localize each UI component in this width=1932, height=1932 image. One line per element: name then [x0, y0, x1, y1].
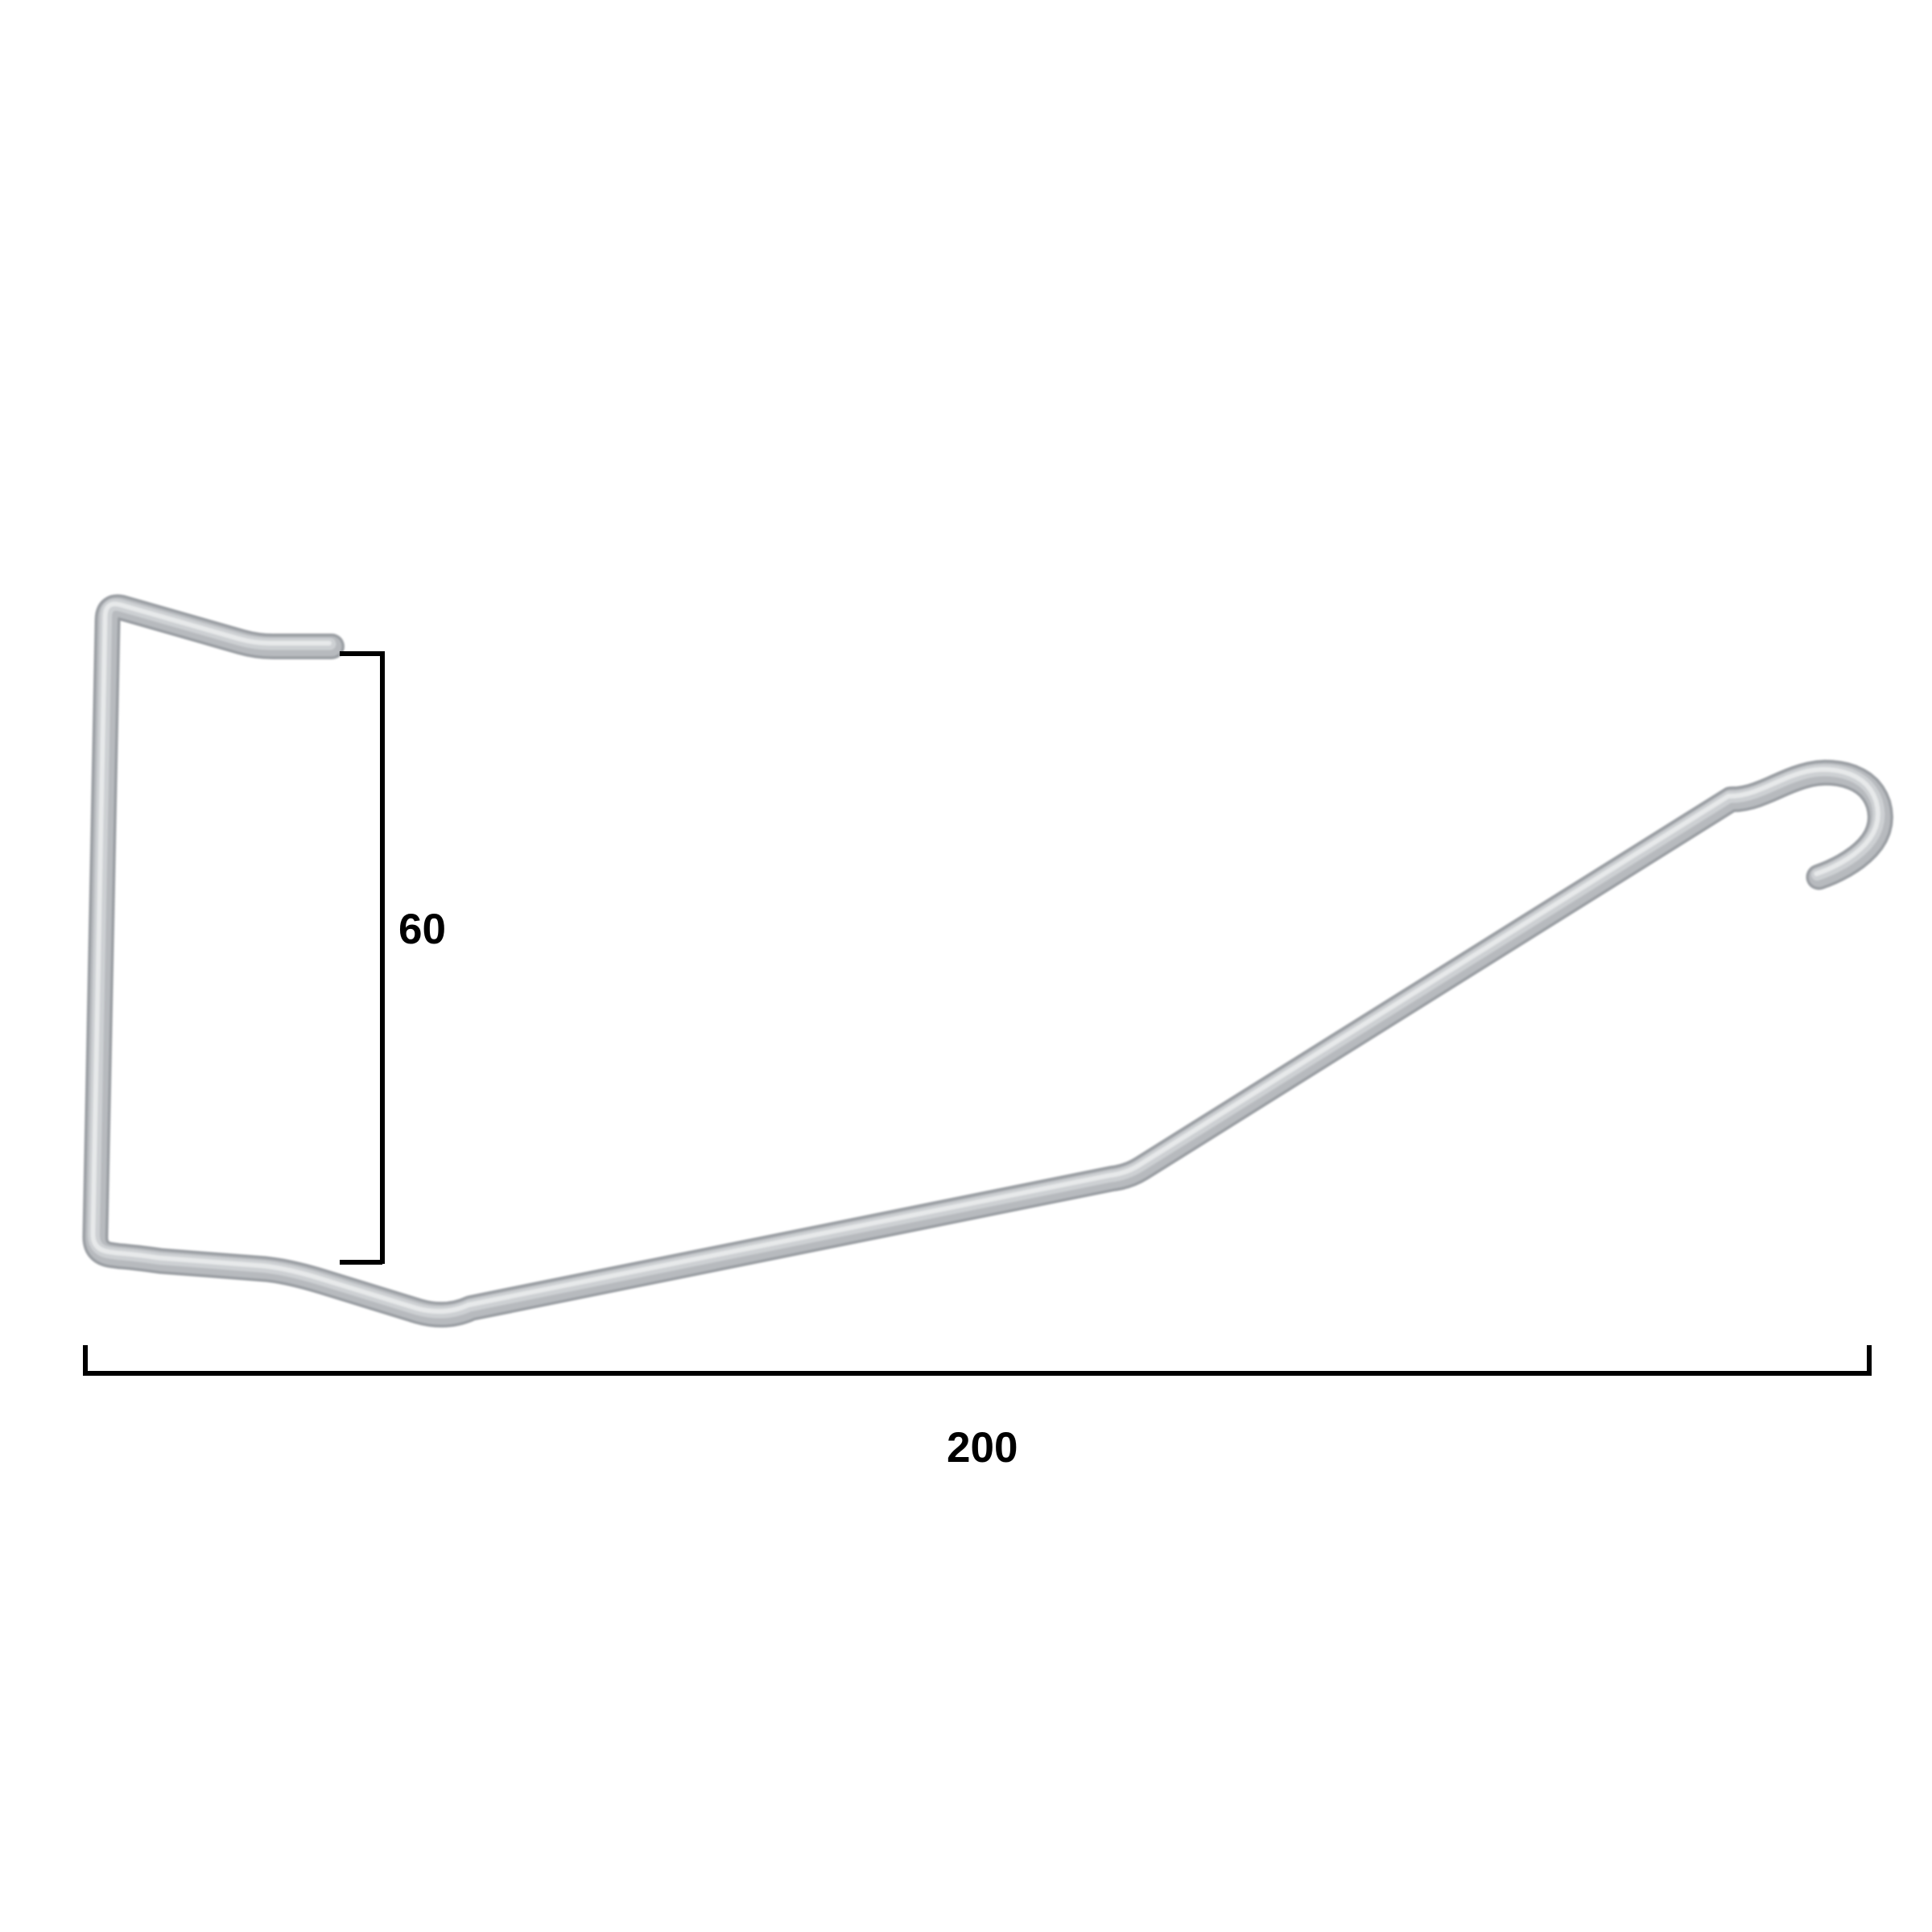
- svg-text:200: 200: [947, 1424, 1018, 1472]
- svg-text:60: 60: [398, 906, 446, 953]
